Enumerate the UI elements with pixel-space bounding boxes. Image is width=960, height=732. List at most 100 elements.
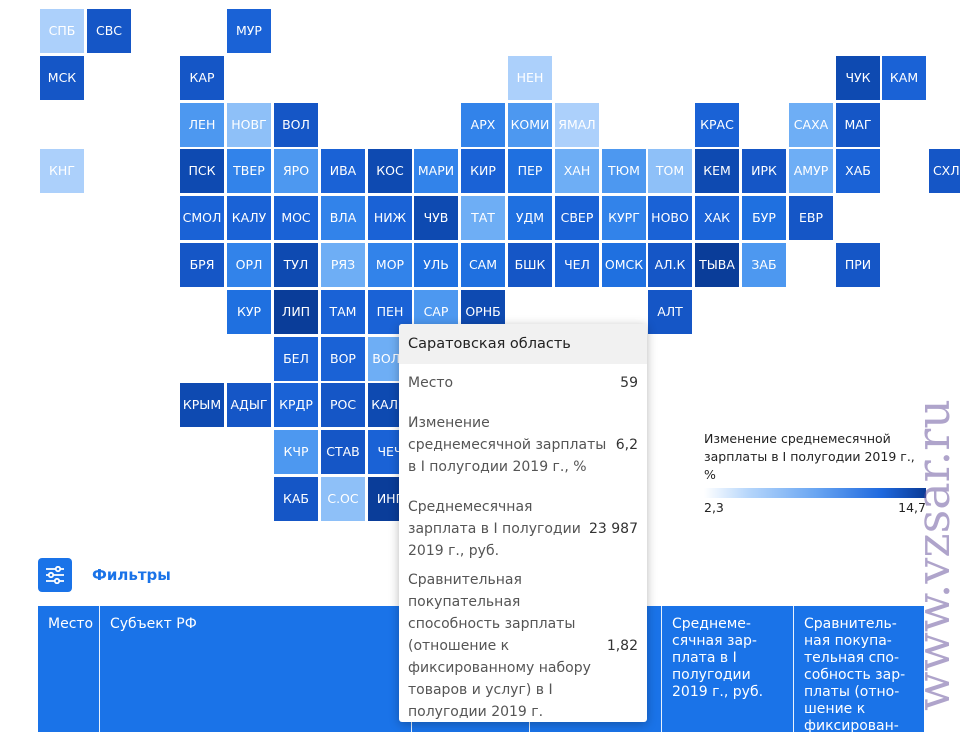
region-tile[interactable]: КАБ (274, 477, 318, 521)
region-tile[interactable]: КРДР (274, 383, 318, 427)
region-tile[interactable]: КЧР (274, 430, 318, 474)
region-tile[interactable]: СТАВ (321, 430, 365, 474)
region-tile[interactable]: ИВА (321, 149, 365, 193)
region-tile[interactable]: РОС (321, 383, 365, 427)
region-tile[interactable]: САМ (461, 243, 505, 287)
region-tile[interactable]: НЕН (508, 56, 552, 100)
region-tile[interactable]: ТОМ (648, 149, 692, 193)
region-tile[interactable]: ТАМ (321, 290, 365, 334)
region-tile[interactable]: ВОР (321, 337, 365, 381)
region-tile[interactable]: УЛЬ (414, 243, 458, 287)
region-tile[interactable]: АМУР (789, 149, 833, 193)
legend-max: 14,7 (898, 500, 926, 515)
legend-title: Изменение среднемесячной зарплаты в I по… (704, 431, 915, 482)
region-tile[interactable]: ВОЛ (274, 103, 318, 147)
region-tile[interactable]: КЕМ (695, 149, 739, 193)
region-tile[interactable]: С.ОС (321, 477, 365, 521)
tooltip-value: 23 987 (589, 521, 638, 537)
region-tile[interactable]: ВЛА (321, 196, 365, 240)
region-tile[interactable]: БШК (508, 243, 552, 287)
tooltip-row-place: Место 59 (408, 372, 638, 394)
region-tile[interactable]: РЯЗ (321, 243, 365, 287)
region-tile[interactable]: КРАС (695, 103, 739, 147)
region-tile[interactable]: АДЫГ (227, 383, 271, 427)
region-tile[interactable]: ХАБ (836, 149, 880, 193)
tooltip-region-name: Саратовская область (399, 324, 647, 364)
header-place[interactable]: Место (38, 606, 100, 732)
region-tile[interactable]: СВС (87, 9, 131, 53)
region-tile[interactable]: СВЕР (555, 196, 599, 240)
region-tile[interactable]: МАРИ (414, 149, 458, 193)
region-tile[interactable]: ТУЛ (274, 243, 318, 287)
region-tile[interactable]: ИРК (742, 149, 786, 193)
region-tile[interactable]: ПЕР (508, 149, 552, 193)
region-tile[interactable]: ЧУВ (414, 196, 458, 240)
region-tile[interactable]: СХЛН (929, 149, 960, 193)
region-tile[interactable]: САХА (789, 103, 833, 147)
region-tile[interactable]: НОВГ (227, 103, 271, 147)
region-tile[interactable]: ТЫВА (695, 243, 739, 287)
region-tile[interactable]: ПРИ (836, 243, 880, 287)
tooltip-row-salary-change: Изменение среднемесячной зарплаты в I по… (408, 412, 638, 478)
region-tile[interactable]: БЕЛ (274, 337, 318, 381)
header-region[interactable]: Субъект РФ (100, 606, 412, 732)
region-tile[interactable]: ЛЕН (180, 103, 224, 147)
region-tile[interactable]: УДМ (508, 196, 552, 240)
region-tile[interactable]: ЗАБ (742, 243, 786, 287)
region-tile[interactable]: ХАН (555, 149, 599, 193)
region-tile[interactable]: СМОЛ (180, 196, 224, 240)
region-tile[interactable]: АЛ.К (648, 243, 692, 287)
legend-gradient (704, 488, 926, 498)
tooltip-row-avg-salary: Среднемесячная зарплата в I полугодии 20… (408, 496, 638, 562)
region-tile[interactable]: АЛТ (648, 290, 692, 334)
region-tile[interactable]: БРЯ (180, 243, 224, 287)
region-tile-map: СПБ СВС МУР МСК КАР НЕН ЧУК КАМ ЛЕН НОВГ ВОЛ АРХ КОМ… (40, 9, 960, 521)
tooltip-value: 59 (620, 375, 638, 391)
region-tile[interactable]: ХАК (695, 196, 739, 240)
legend-min: 2,3 (704, 500, 724, 515)
region-tile[interactable]: КАЛУ (227, 196, 271, 240)
region-tile[interactable]: БУР (742, 196, 786, 240)
region-tile[interactable]: СПБ (40, 9, 84, 53)
region-tile[interactable]: ЯРО (274, 149, 318, 193)
region-tile[interactable]: МАГ (836, 103, 880, 147)
region-tile[interactable]: ЧУК (836, 56, 880, 100)
region-tile[interactable]: КОС (368, 149, 412, 193)
region-tile[interactable]: ЛИП (274, 290, 318, 334)
region-tile[interactable]: ОМСК (602, 243, 646, 287)
region-tile[interactable]: МСК (40, 56, 84, 100)
region-tile[interactable]: КУРГ (602, 196, 646, 240)
header-avg-salary[interactable]: Среднеме-сячная зар-плата в I полугодии … (662, 606, 794, 732)
region-tile[interactable]: КАР (180, 56, 224, 100)
tooltip-label: Изменение среднемесячной зарплаты в I по… (408, 415, 607, 475)
region-tile[interactable]: ТВЕР (227, 149, 271, 193)
region-tile[interactable]: КОМИ (508, 103, 552, 147)
tooltip-label: Сравнительная покупательная способность … (408, 572, 591, 720)
region-tile[interactable]: КРЫМ (180, 383, 224, 427)
region-tile[interactable]: НИЖ (368, 196, 412, 240)
tooltip-label: Среднемесячная зарплата в I полугодии 20… (408, 499, 581, 559)
region-tile[interactable]: КИР (461, 149, 505, 193)
region-tooltip: Саратовская область Место 59 Изменение с… (399, 324, 647, 722)
header-purchasing-power[interactable]: Сравнитель-ная покупа-тельная спо-собнос… (804, 616, 906, 732)
region-tile[interactable]: ПСК (180, 149, 224, 193)
region-tile[interactable]: КУР (227, 290, 271, 334)
region-tile[interactable]: КАМ (882, 56, 926, 100)
region-tile[interactable]: АРХ (461, 103, 505, 147)
tooltip-value: 6,2 (615, 437, 638, 453)
region-tile[interactable]: КНГ (40, 149, 84, 193)
region-tile[interactable]: ЕВР (789, 196, 833, 240)
region-tile[interactable]: МУР (227, 9, 271, 53)
filters-button[interactable] (38, 558, 72, 592)
header-column-4[interactable] (530, 606, 662, 732)
region-tile[interactable]: ТАТ (461, 196, 505, 240)
region-tile[interactable]: МОР (368, 243, 412, 287)
region-tile[interactable]: МОС (274, 196, 318, 240)
region-tile[interactable]: ОРЛ (227, 243, 271, 287)
region-tile[interactable]: НОВО (648, 196, 692, 240)
region-tile[interactable]: ЯМАЛ (555, 103, 599, 147)
region-tile[interactable]: ЧЕЛ (555, 243, 599, 287)
filters-toggle[interactable]: Фильтры (38, 558, 171, 592)
filters-label[interactable]: Фильтры (92, 566, 171, 584)
region-tile[interactable]: ТЮМ (602, 149, 646, 193)
